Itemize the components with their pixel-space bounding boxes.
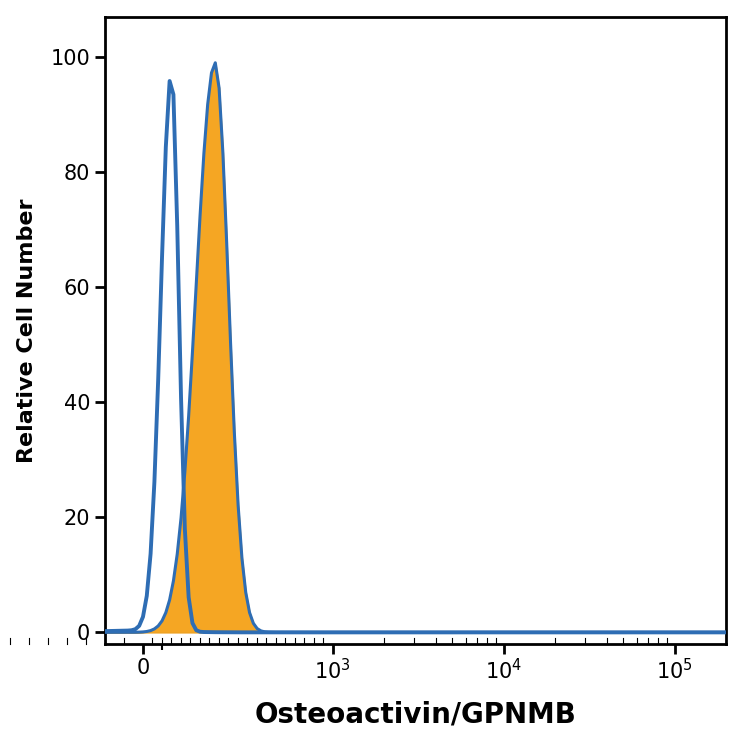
Y-axis label: Relative Cell Number: Relative Cell Number [16, 198, 36, 463]
X-axis label: Osteoactivin/GPNMB: Osteoactivin/GPNMB [255, 700, 577, 729]
